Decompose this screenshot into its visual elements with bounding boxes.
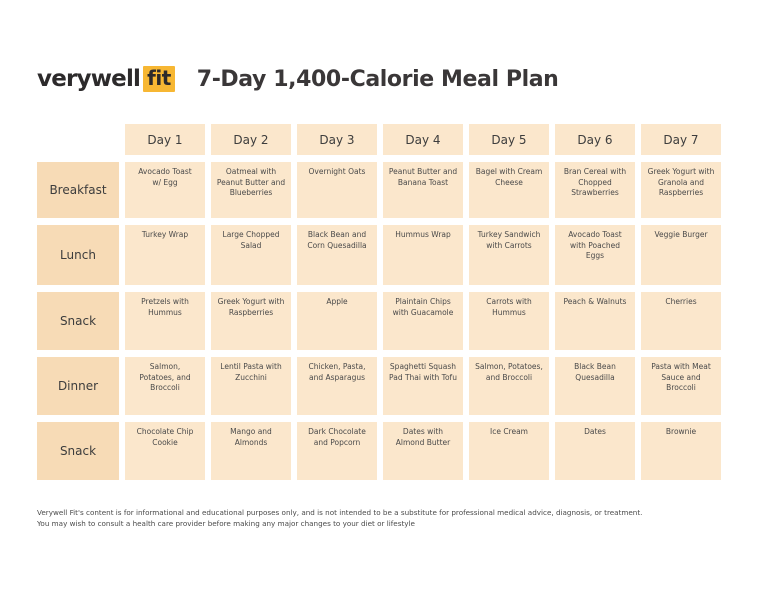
meal-row-header: Breakfast bbox=[37, 162, 119, 218]
page-title: 7-Day 1,400-Calorie Meal Plan bbox=[196, 66, 559, 92]
meal-cell: Lentil Pasta with Zucchini bbox=[211, 357, 291, 415]
meal-cell: Salmon, Potatoes, and Broccoli bbox=[125, 357, 205, 415]
meal-cell: Hummus Wrap bbox=[383, 225, 463, 285]
meal-cell: Chicken, Pasta, and Asparagus bbox=[297, 357, 377, 415]
meal-cell: Bran Cereal with Chopped Strawberries bbox=[555, 162, 635, 218]
meal-cell: Black Bean Quesadilla bbox=[555, 357, 635, 415]
disclaimer-line: You may wish to consult a health care pr… bbox=[37, 519, 415, 528]
meal-cell: Bagel with Cream Cheese bbox=[469, 162, 549, 218]
meal-cell: Dates with Almond Butter bbox=[383, 422, 463, 480]
meal-cell: Oatmeal with Peanut Butter and Blueberri… bbox=[211, 162, 291, 218]
meal-cell: Avocado Toast w/ Egg bbox=[125, 162, 205, 218]
disclaimer: Verywell Fit's content is for informatio… bbox=[37, 507, 737, 529]
page-header: verywell fit 7-Day 1,400-Calorie Meal Pl… bbox=[37, 62, 559, 96]
table-corner bbox=[37, 124, 119, 155]
meal-cell: Peach & Walnuts bbox=[555, 292, 635, 350]
day-header: Day 1 bbox=[125, 124, 205, 155]
meal-cell: Large Chopped Salad bbox=[211, 225, 291, 285]
verywell-fit-logo: verywell fit bbox=[37, 66, 175, 92]
meal-cell: Black Bean and Corn Quesadilla bbox=[297, 225, 377, 285]
meal-cell: Chocolate Chip Cookie bbox=[125, 422, 205, 480]
meal-cell: Overnight Oats bbox=[297, 162, 377, 218]
meal-cell: Brownie bbox=[641, 422, 721, 480]
meal-cell: Salmon, Potatoes, and Broccoli bbox=[469, 357, 549, 415]
meal-cell: Carrots with Hummus bbox=[469, 292, 549, 350]
meal-cell: Avocado Toast with Poached Eggs bbox=[555, 225, 635, 285]
meal-cell: Apple bbox=[297, 292, 377, 350]
meal-cell: Dark Chocolate and Popcorn bbox=[297, 422, 377, 480]
disclaimer-line: Verywell Fit's content is for informatio… bbox=[37, 508, 643, 517]
day-header: Day 3 bbox=[297, 124, 377, 155]
meal-cell: Pasta with Meat Sauce and Broccoli bbox=[641, 357, 721, 415]
meal-plan-table: Day 1 Day 2 Day 3 Day 4 Day 5 Day 6 Day 7 Break… bbox=[37, 124, 721, 480]
meal-cell: Pretzels with Hummus bbox=[125, 292, 205, 350]
meal-cell: Greek Yogurt with Raspberries bbox=[211, 292, 291, 350]
meal-row-header: Snack bbox=[37, 422, 119, 480]
meal-cell: Veggie Burger bbox=[641, 225, 721, 285]
meal-row-header: Dinner bbox=[37, 357, 119, 415]
day-header: Day 2 bbox=[211, 124, 291, 155]
day-header: Day 5 bbox=[469, 124, 549, 155]
meal-cell: Greek Yogurt with Granola and Raspberrie… bbox=[641, 162, 721, 218]
day-header: Day 6 bbox=[555, 124, 635, 155]
meal-cell: Turkey Wrap bbox=[125, 225, 205, 285]
meal-cell: Mango and Almonds bbox=[211, 422, 291, 480]
meal-cell: Cherries bbox=[641, 292, 721, 350]
meal-cell: Peanut Butter and Banana Toast bbox=[383, 162, 463, 218]
meal-row-header: Snack bbox=[37, 292, 119, 350]
meal-cell: Ice Cream bbox=[469, 422, 549, 480]
meal-row-header: Lunch bbox=[37, 225, 119, 285]
meal-cell: Turkey Sandwich with Carrots bbox=[469, 225, 549, 285]
logo-word: verywell bbox=[37, 66, 141, 92]
logo-fit-box: fit bbox=[143, 66, 175, 92]
meal-cell: Plaintain Chips with Guacamole bbox=[383, 292, 463, 350]
meal-cell: Dates bbox=[555, 422, 635, 480]
day-header: Day 4 bbox=[383, 124, 463, 155]
day-header: Day 7 bbox=[641, 124, 721, 155]
meal-cell: Spaghetti Squash Pad Thai with Tofu bbox=[383, 357, 463, 415]
